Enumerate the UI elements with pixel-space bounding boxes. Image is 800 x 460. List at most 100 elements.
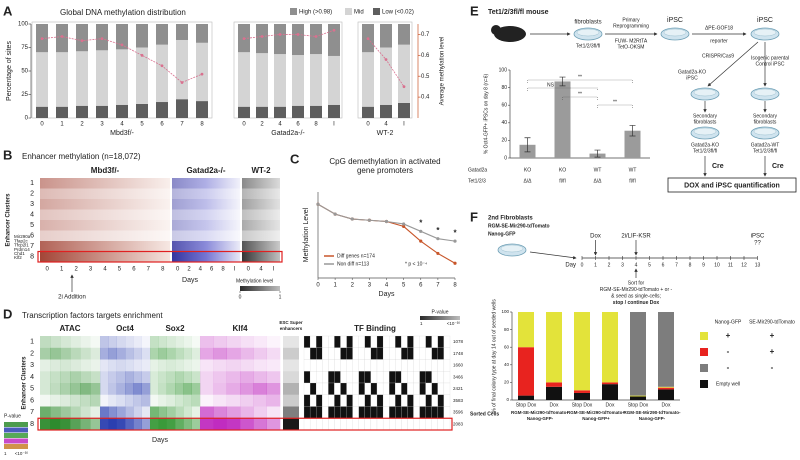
bar <box>624 130 641 158</box>
bar-segment <box>76 51 88 106</box>
heat-cell <box>90 406 101 419</box>
heat-cell <box>60 418 71 430</box>
y2-tick-label: 0.4 <box>421 95 430 101</box>
heat-cell <box>150 394 159 407</box>
heat-cell <box>253 347 267 360</box>
chart-title: Global DNA methylation distribution <box>60 8 186 17</box>
cluster-size: 2083 <box>453 421 464 426</box>
tf-cell <box>382 371 390 384</box>
heat-cell <box>100 347 109 360</box>
heat-cell <box>240 394 254 407</box>
tf-cell <box>389 359 396 372</box>
diagram-label: fibroblasts <box>694 119 717 125</box>
tf-cell <box>334 394 341 407</box>
heat-cell <box>133 371 142 383</box>
avg-point <box>120 43 124 47</box>
tf-cell <box>389 382 396 395</box>
tf-cell <box>437 382 445 395</box>
tf-cell <box>376 406 384 419</box>
y-tick-label: 25 <box>21 92 28 98</box>
heat-cell <box>70 383 81 395</box>
diagram-label: DOX and iPSC quantification <box>684 182 780 189</box>
heat-cell <box>226 347 241 360</box>
heat-cell <box>70 406 81 419</box>
tf-cell <box>437 335 445 348</box>
tf-cell <box>303 335 311 348</box>
y2-axis-label: Average methylation level <box>440 37 446 106</box>
bar-segment <box>56 24 68 53</box>
diagram-label: Secondary <box>693 113 717 119</box>
tf-cell <box>419 371 426 384</box>
bar-segment <box>328 24 340 56</box>
bar-segment <box>602 382 618 385</box>
heat-cell <box>100 394 109 407</box>
bar-segment <box>76 24 88 52</box>
bar-segment <box>156 44 168 103</box>
x-tick-label: 7 <box>436 283 440 289</box>
panel-label: A <box>3 3 13 18</box>
heat-row <box>242 220 280 231</box>
legend-header: SE-Mir290-tdTomato <box>749 319 795 325</box>
heat-cell <box>166 383 176 395</box>
series-point <box>419 229 423 233</box>
heat-cell <box>150 418 159 430</box>
bar-segment <box>574 312 590 391</box>
tf-cell <box>346 382 353 395</box>
pvalue-swatch <box>4 444 28 449</box>
gene-label: Chd1 <box>14 251 25 256</box>
bar-segment <box>274 54 286 107</box>
heat-cell <box>266 371 281 383</box>
diagram-label: TetO-OKSM <box>618 44 645 50</box>
cluster-size: 2421 <box>453 386 464 391</box>
y-tick-label: 80 <box>501 85 507 91</box>
tf-cell <box>413 335 420 348</box>
heat-cell <box>100 359 109 372</box>
tf-cell <box>376 347 384 360</box>
legend-sign: + <box>770 347 775 356</box>
bar-segment <box>630 395 646 397</box>
tf-cell <box>413 359 420 372</box>
panel-label: E <box>470 3 479 18</box>
tf-cell <box>443 406 451 419</box>
annotation: 2i Addition <box>58 295 86 301</box>
heat-cell <box>141 394 151 407</box>
tf-cell <box>316 418 323 431</box>
day-label: 7 <box>147 267 151 273</box>
cluster-label: 8 <box>30 254 34 261</box>
heat-cell <box>175 347 184 360</box>
heat-cell <box>240 418 254 430</box>
tf-cell <box>431 382 438 395</box>
heat-cell <box>50 383 61 395</box>
day-label: 13 <box>755 262 761 268</box>
tf-cell <box>303 347 311 360</box>
chart-title: Enhancer methylation (n=18,072) <box>22 152 141 161</box>
heat-row <box>40 220 170 231</box>
x-tick-label: 4 <box>120 122 124 128</box>
error-bar <box>629 125 636 137</box>
avg-point <box>100 37 104 41</box>
bar-segment <box>274 24 286 55</box>
tf-cell <box>431 394 438 407</box>
heat-cell <box>60 394 71 407</box>
tf-cell <box>443 359 451 372</box>
heat-cell <box>183 359 192 372</box>
tf-cell <box>407 347 414 360</box>
diagram-label: Gatad2a-WT <box>751 142 780 148</box>
tf-cell <box>413 418 420 431</box>
heat-cell <box>133 359 142 372</box>
dish-rim <box>693 88 717 97</box>
heat-cell <box>125 336 134 348</box>
bar-segment <box>136 103 148 118</box>
heat-cell <box>150 406 159 419</box>
diagram-label: Gatad2a-KO <box>678 69 706 75</box>
heat-cell <box>166 359 176 372</box>
tf-cell <box>303 394 311 407</box>
heat-cell <box>253 383 267 395</box>
heat-cell <box>60 347 71 360</box>
heat-cell <box>150 383 159 395</box>
diagram-label: iPSC <box>757 17 773 24</box>
x-tick-label: 8 <box>453 283 457 289</box>
tf-cell <box>309 394 317 407</box>
pvalue-swatch <box>4 433 28 438</box>
tf-cell <box>322 418 329 431</box>
